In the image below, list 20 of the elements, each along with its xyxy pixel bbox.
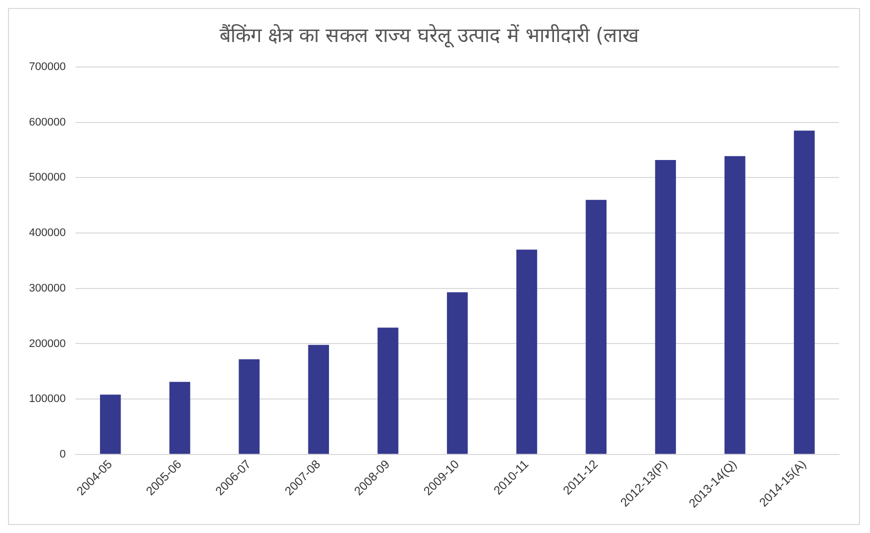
- y-tick-label: 600000: [28, 116, 66, 128]
- bar: [238, 359, 260, 454]
- bar: [169, 382, 190, 454]
- y-tick-label: 0: [60, 448, 66, 460]
- y-tick-label: 700000: [28, 61, 66, 74]
- y-tick-label: 200000: [28, 338, 66, 350]
- bar: [794, 130, 815, 454]
- bar: [724, 156, 746, 454]
- y-tick-label: 300000: [28, 282, 66, 294]
- y-tick-label: 100000: [28, 393, 66, 406]
- bar: [586, 200, 607, 454]
- bar: [100, 394, 121, 454]
- y-tick-label: 500000: [28, 172, 66, 184]
- bar: [308, 344, 329, 454]
- bar: [655, 160, 676, 454]
- bar: [446, 292, 468, 454]
- bar: [516, 250, 538, 454]
- y-tick-label: 400000: [28, 227, 66, 240]
- chart-title: बैंकिंग क्षेत्र का सकल राज्य घरेलू उत्पाद में भागीदारी (लाख: [219, 23, 640, 48]
- bar: [378, 328, 398, 454]
